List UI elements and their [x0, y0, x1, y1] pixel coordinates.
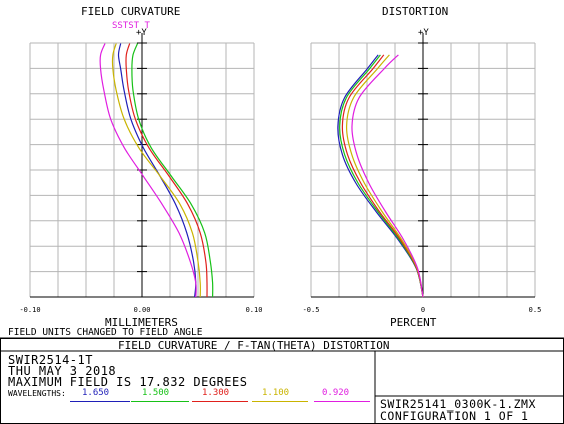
fc-tick-zero: 0.00 [133, 306, 151, 314]
dist-tick-zero: 0 [420, 306, 426, 314]
zmx-file-name: SWIR25141_0300K-1.ZMX [380, 397, 536, 411]
dist-series-0-920 [351, 54, 424, 298]
field-units-note: FIELD UNITS CHANGED TO FIELD ANGLE [8, 327, 203, 338]
fc-tick-max: 0.10 [245, 306, 263, 314]
distortion-series [337, 54, 424, 298]
fc-x-axis-label: MILLIMETERS [105, 316, 178, 329]
fc-series-1-500 [131, 43, 214, 298]
dist-x-axis-label: PERCENT [390, 316, 437, 329]
field-curvature-title: FIELD CURVATURE [81, 5, 181, 18]
wavelength-5: 0.920 [322, 388, 350, 398]
fc-series-0-920 [99, 43, 197, 298]
configuration: CONFIGURATION 1 OF 1 [380, 409, 529, 423]
wavelength-4-swatch [252, 401, 308, 402]
maximum-field: MAXIMUM FIELD IS 17.832 DEGREES [8, 375, 248, 389]
dist-tick-max: 0.5 [528, 306, 542, 314]
plot-date: THU MAY 3 2018 [8, 364, 117, 378]
wavelength-4: 1.100 [262, 388, 290, 398]
fc-series-1-100 [111, 43, 201, 298]
dist-tick-min: -0.5 [302, 306, 320, 314]
fc-series-1-300 [125, 43, 208, 298]
dist-series-1-300 [341, 54, 424, 298]
wavelength-3: 1.300 [202, 388, 230, 398]
dist-series-1-100 [345, 54, 424, 298]
fc-y-axis-label: +Y [136, 28, 147, 38]
fc-series-1-650 [117, 43, 197, 298]
field-curvature-series [99, 43, 214, 298]
wavelength-3-swatch [192, 401, 248, 402]
axes [30, 33, 535, 298]
wavelength-1-swatch [70, 401, 130, 402]
distortion-title: DISTORTION [382, 5, 449, 18]
wavelength-5-swatch [314, 401, 370, 402]
st-marker: SSTST T [112, 21, 150, 31]
dist-y-axis-label: +Y [418, 28, 429, 38]
plot-banner: FIELD CURVATURE / F-TAN(THETA) DISTORTIO… [118, 339, 390, 352]
wavelength-1: 1.650 [82, 388, 110, 398]
wavelength-2-swatch [131, 401, 189, 402]
lens-name: SWIR2514-1T [8, 353, 93, 367]
wavelength-2: 1.500 [142, 388, 170, 398]
wavelengths-label: WAVELENGTHS: [8, 389, 66, 398]
fc-tick-min: -0.10 [19, 306, 41, 314]
